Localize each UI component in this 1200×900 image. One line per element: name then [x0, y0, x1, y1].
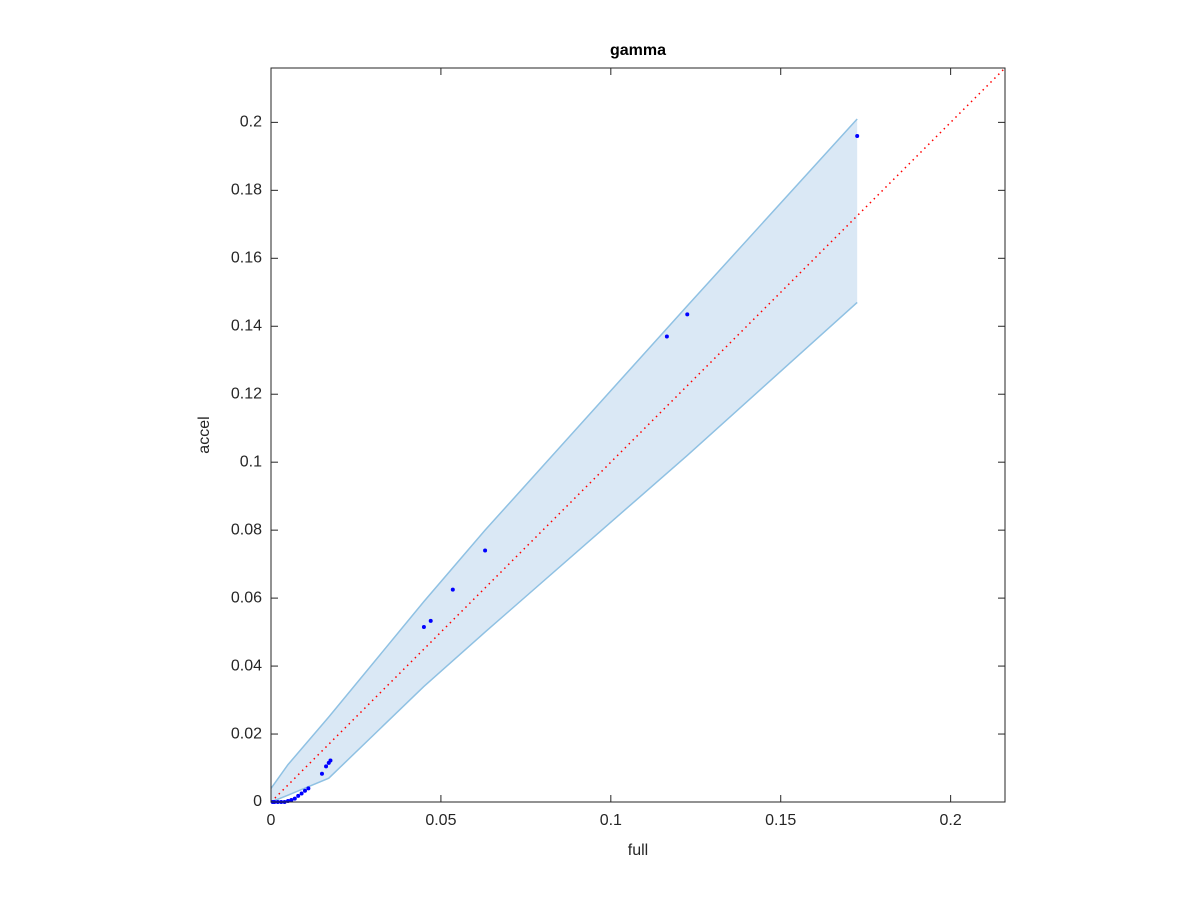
x-axis-label: full	[628, 842, 648, 859]
point	[302, 788, 307, 793]
point	[289, 797, 294, 802]
y-tick-label: 0.1	[240, 453, 262, 470]
point	[664, 334, 669, 339]
y-tick-label: 0.08	[231, 521, 262, 538]
x-tick-label: 0.05	[425, 812, 456, 829]
y-tick-label: 0.2	[240, 114, 262, 131]
point	[855, 133, 860, 138]
band-lower	[270, 301, 858, 803]
y-tick-label: 0.14	[231, 317, 262, 334]
point	[299, 791, 304, 796]
y-tick-label: 0.06	[231, 589, 262, 606]
band-upper	[270, 118, 858, 789]
point	[685, 312, 690, 317]
point	[319, 771, 324, 776]
band-fill	[271, 118, 858, 802]
point	[421, 624, 426, 629]
y-tick-label: 0.12	[231, 385, 262, 402]
point	[306, 786, 311, 791]
y-tick-label: 0.16	[231, 250, 262, 267]
point	[450, 587, 455, 592]
x-tick-label: 0	[267, 812, 276, 829]
chart-title: gamma	[610, 42, 666, 59]
point	[296, 793, 301, 798]
x-tick-label: 0.2	[940, 812, 962, 829]
point	[324, 764, 329, 769]
y-tick-label: 0.04	[231, 657, 262, 674]
y-tick-label: 0.18	[231, 182, 262, 199]
point	[428, 618, 433, 623]
point	[292, 796, 297, 801]
x-tick-label: 0.1	[600, 812, 622, 829]
y-tick-label: 0	[253, 793, 262, 810]
point	[483, 548, 488, 553]
y-axis-label: accel	[196, 416, 213, 453]
y-tick-label: 0.02	[231, 725, 262, 742]
x-tick-label: 0.15	[765, 812, 796, 829]
plot-frame	[270, 67, 1006, 803]
point	[328, 758, 333, 763]
